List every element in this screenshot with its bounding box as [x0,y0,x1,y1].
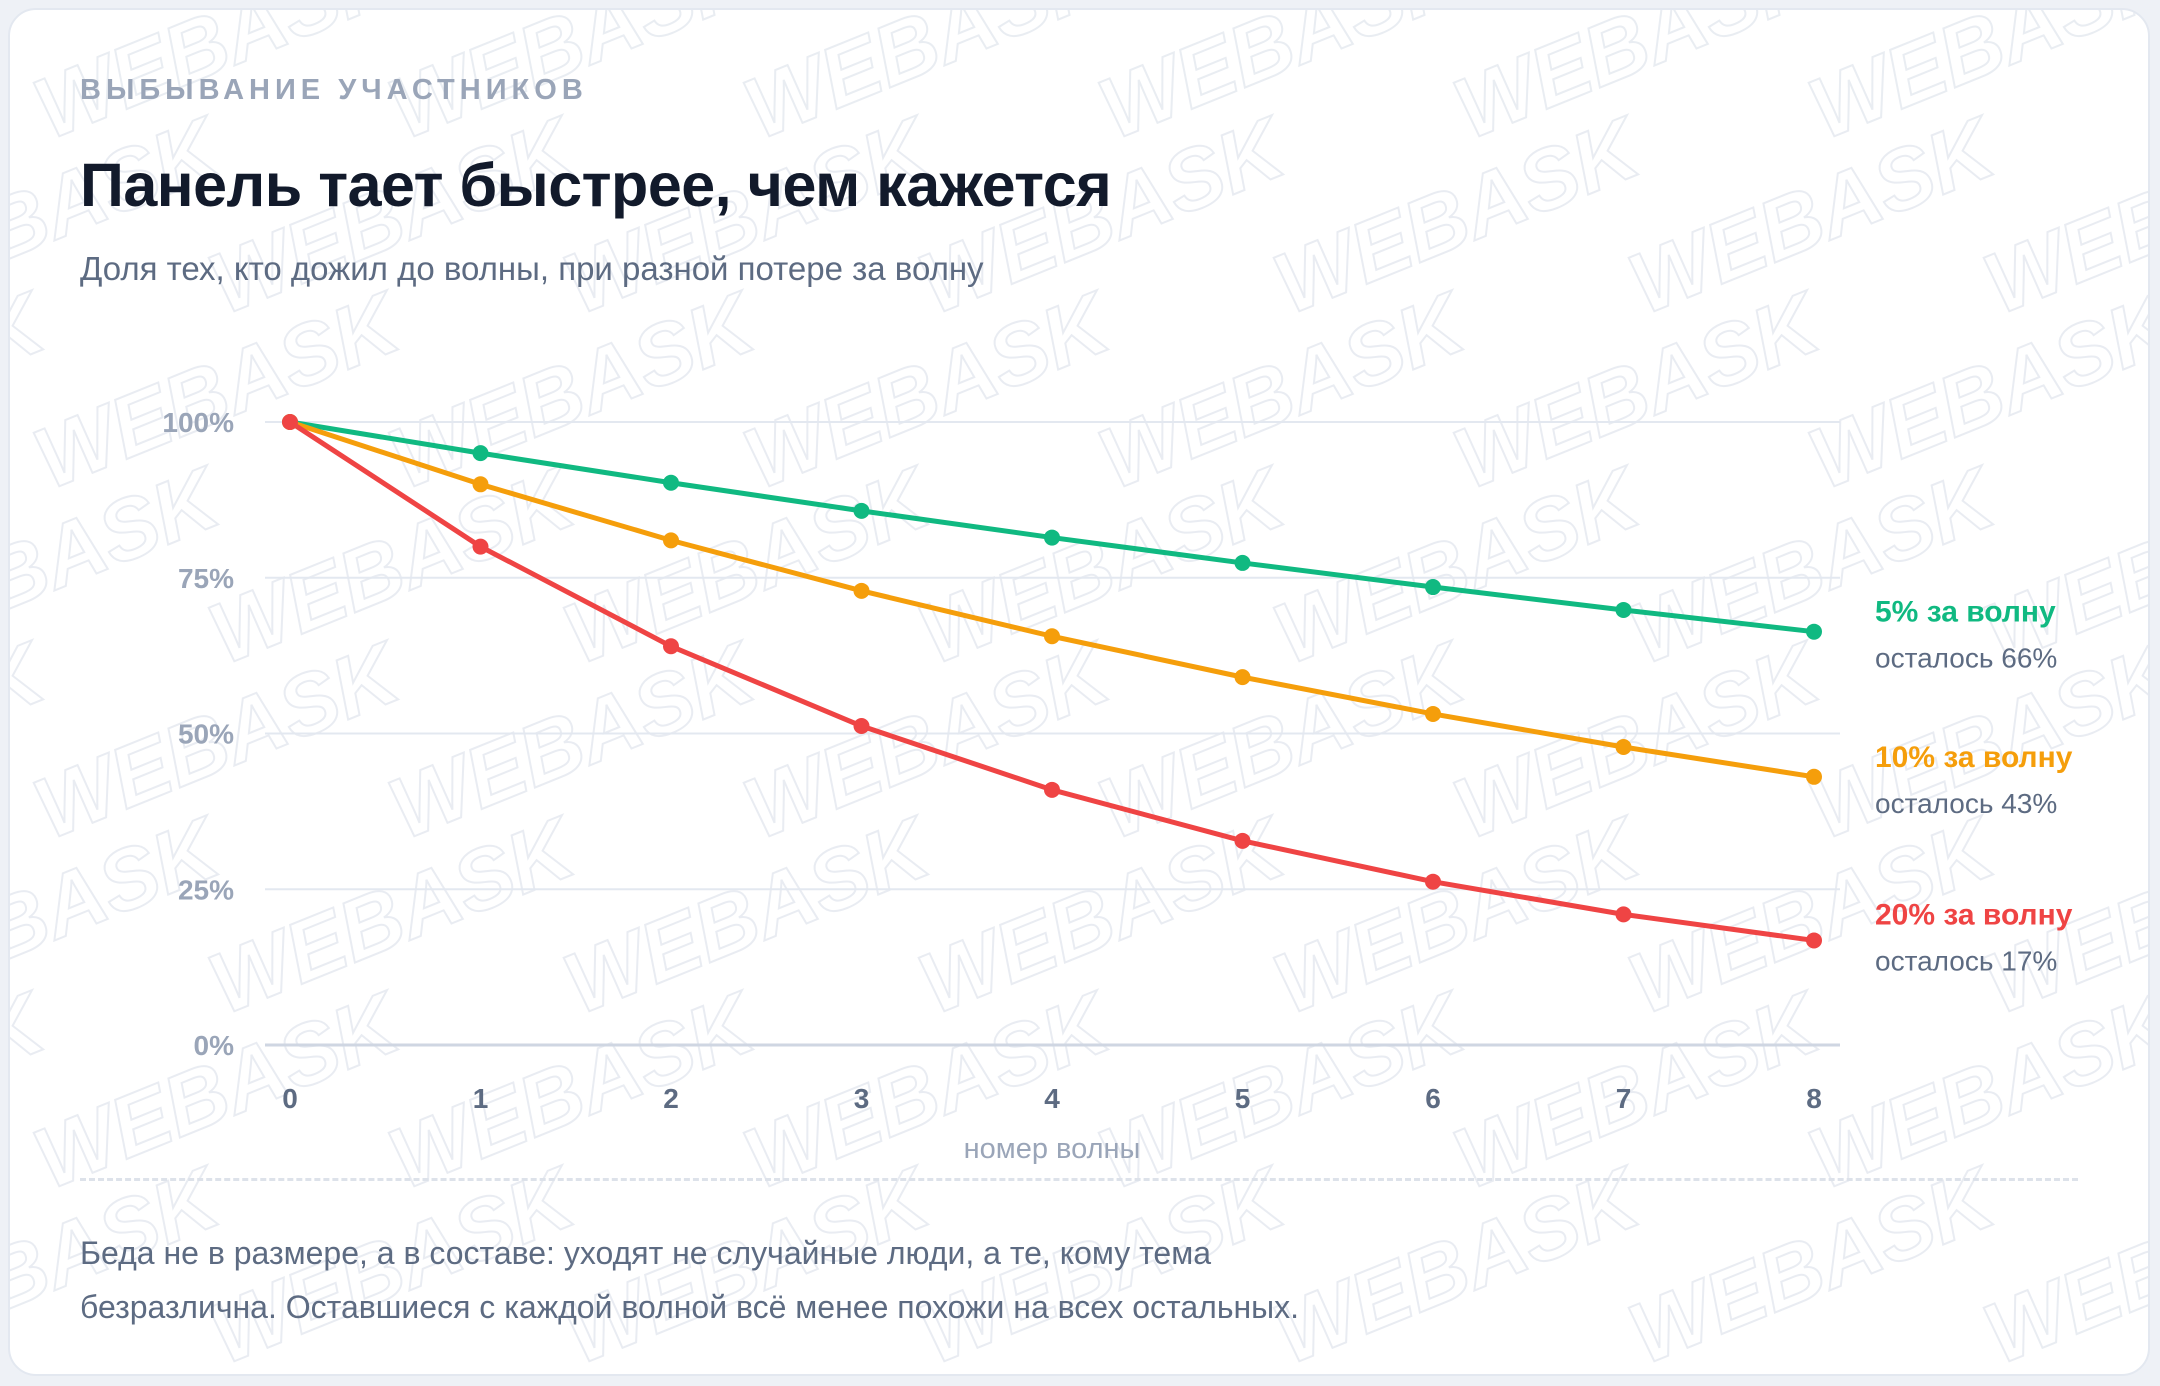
series-1-point [853,502,870,519]
x-tick-label: 3 [854,1083,870,1114]
series-2-point [1615,739,1632,756]
series-3-point [282,414,298,430]
series-1-point [472,445,489,462]
y-tick-label: 0% [194,1030,235,1061]
divider [80,1178,2078,1181]
y-tick-label: 25% [178,874,234,905]
y-tick-label: 100% [162,407,234,438]
x-tick-label: 1 [473,1083,489,1114]
x-axis-label: номер волны [964,1133,1141,1165]
series-3-point [663,638,679,655]
series-1-point [1044,529,1060,546]
x-tick-label: 4 [1044,1083,1060,1114]
series-3-point [1044,781,1060,798]
x-tick-label: 2 [663,1083,679,1114]
series-3-point [472,538,489,555]
series-label-2: 10% за волну [1875,741,2073,774]
series-1-point [1425,579,1441,596]
series-line-1 [287,419,1817,635]
page-subtitle: Доля тех, кто дожил до волны, при разной… [80,250,984,287]
series-1-point [1234,554,1251,571]
x-tick-label: 0 [282,1083,298,1114]
y-tick-label: 75% [178,563,234,594]
series-2-point [1806,768,1822,785]
series-label-3: 20% за волну [1875,898,2073,931]
line-chart: 0% 25% 50% 75% 100% 0 1 2 3 4 5 6 7 8 номер волны 5% за… [162,407,2073,1165]
series-line-3 [287,419,1817,943]
series-end-value-2: осталось 43% [1875,788,2057,819]
series-3-point [1806,932,1822,949]
series-3-point [1234,832,1251,849]
chart-card: WEBASK WEBASK WEBASK WEBASK WEBASK WEBASK WEBA… [8,8,2150,1376]
x-tick-label: 8 [1806,1083,1822,1114]
series-2-point [1425,705,1441,722]
series-1-point [1806,623,1822,640]
x-tick-label: 7 [1616,1083,1632,1114]
series-3-point [1615,906,1632,923]
series-end-value-1: осталось 66% [1875,643,2057,674]
series-2-point [853,582,870,599]
series-1-point [1615,601,1632,618]
footnote-line-2: безразлична. Оставшиеся с каждой волной … [80,1289,1300,1325]
series-3-point [853,718,870,735]
series-end-value-3: осталось 17% [1875,945,2057,976]
y-tick-label: 50% [178,719,234,750]
series-2-point [663,532,679,549]
x-tick-label: 5 [1235,1083,1251,1114]
series-2-point [1234,669,1251,686]
x-tick-label: 6 [1425,1083,1441,1114]
series-line-2 [287,419,1817,780]
page-title: Панель тает быстрее, чем кажется [80,151,1112,219]
series-label-1: 5% за волну [1875,596,2056,629]
eyebrow-label: ВЫБЫВАНИЕ УЧАСТНИКОВ [80,74,588,106]
series-3-point [1425,873,1441,890]
footnote: Беда не в размере, а в составе: уходят н… [80,1226,1580,1334]
series-1-point [663,474,679,491]
series-2-point [1044,628,1060,645]
footnote-line-1: Беда не в размере, а в составе: уходят н… [80,1235,1211,1271]
series-2-point [472,476,489,493]
